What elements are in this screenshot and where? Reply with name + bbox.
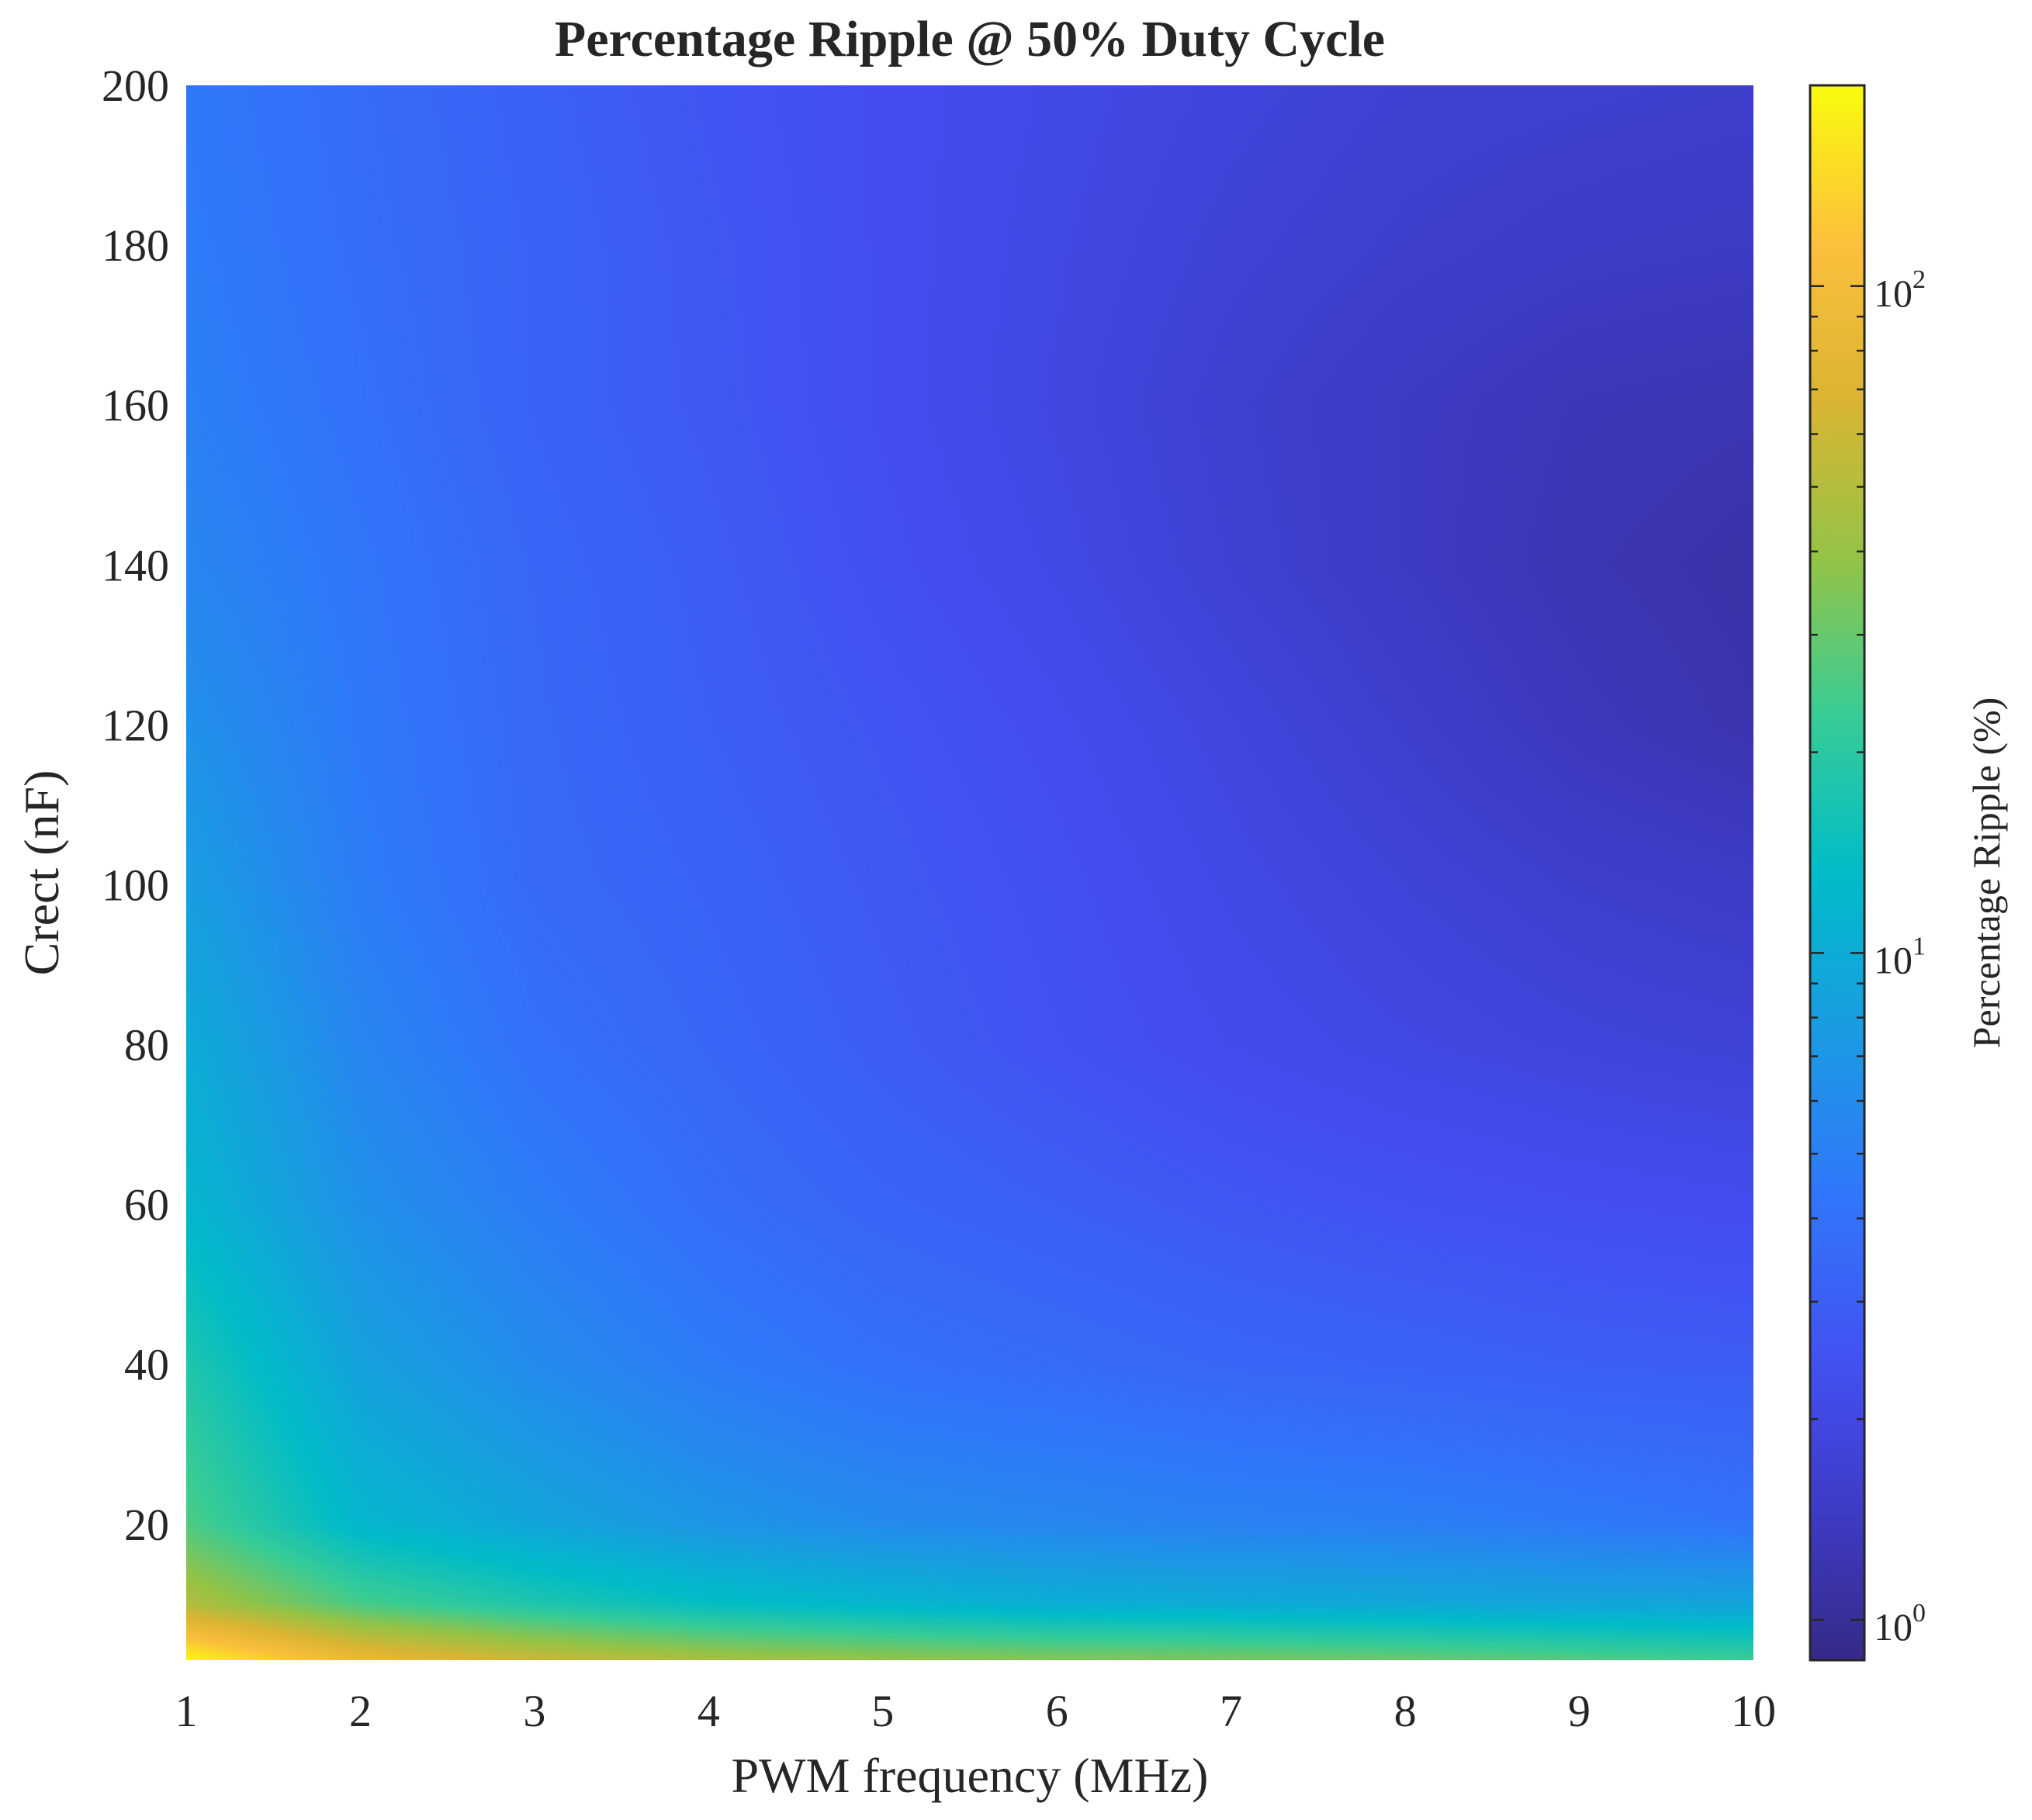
colorbar-frame <box>1809 84 1866 1662</box>
y-tick-label: 180 <box>102 220 169 271</box>
colorbar-tick-label: 102 <box>1874 265 1926 315</box>
heatmap-image <box>186 85 1753 1660</box>
y-tick-label: 120 <box>102 700 169 750</box>
x-axis-label: PWM frequency (MHz) <box>732 1748 1209 1803</box>
y-tick-label: 160 <box>102 380 169 431</box>
y-axis-ticks: 20 40 60 80 100 120 140 160 180 200 <box>102 61 169 1550</box>
chart-title: Percentage Ripple @ 50% Duty Cycle <box>555 11 1385 67</box>
y-tick-label: 40 <box>124 1340 169 1390</box>
y-tick-label: 140 <box>102 540 169 590</box>
x-tick-label: 3 <box>523 1686 545 1736</box>
colorbar: 100 101 102 <box>1809 84 1926 1662</box>
colorbar-label: Percentage Ripple (%) <box>1964 697 2008 1049</box>
y-tick-label: 20 <box>124 1500 169 1550</box>
x-tick-label: 8 <box>1394 1686 1417 1736</box>
colorbar-tick-label: 100 <box>1874 1599 1926 1649</box>
x-axis-ticks: 1 2 3 4 5 6 7 8 9 10 <box>175 1686 1777 1736</box>
y-axis-label: Crect (nF) <box>14 770 69 976</box>
x-tick-label: 10 <box>1731 1686 1776 1736</box>
x-tick-label: 1 <box>175 1686 198 1736</box>
colorbar-tick-label: 101 <box>1874 932 1926 981</box>
y-tick-label: 60 <box>124 1180 169 1230</box>
colorbar-gradient <box>1810 85 1864 1660</box>
y-tick-label: 80 <box>124 1020 169 1071</box>
y-tick-label: 100 <box>102 860 169 910</box>
x-tick-label: 5 <box>871 1686 894 1736</box>
x-tick-label: 2 <box>349 1686 372 1736</box>
colorbar-ticks: 100 101 102 <box>1810 84 1926 1649</box>
x-tick-label: 7 <box>1220 1686 1242 1736</box>
x-tick-label: 6 <box>1046 1686 1068 1736</box>
heatmap-plot-area <box>186 85 1753 1660</box>
x-tick-label: 9 <box>1568 1686 1591 1736</box>
x-tick-label: 4 <box>698 1686 720 1736</box>
y-tick-label: 200 <box>102 61 169 111</box>
